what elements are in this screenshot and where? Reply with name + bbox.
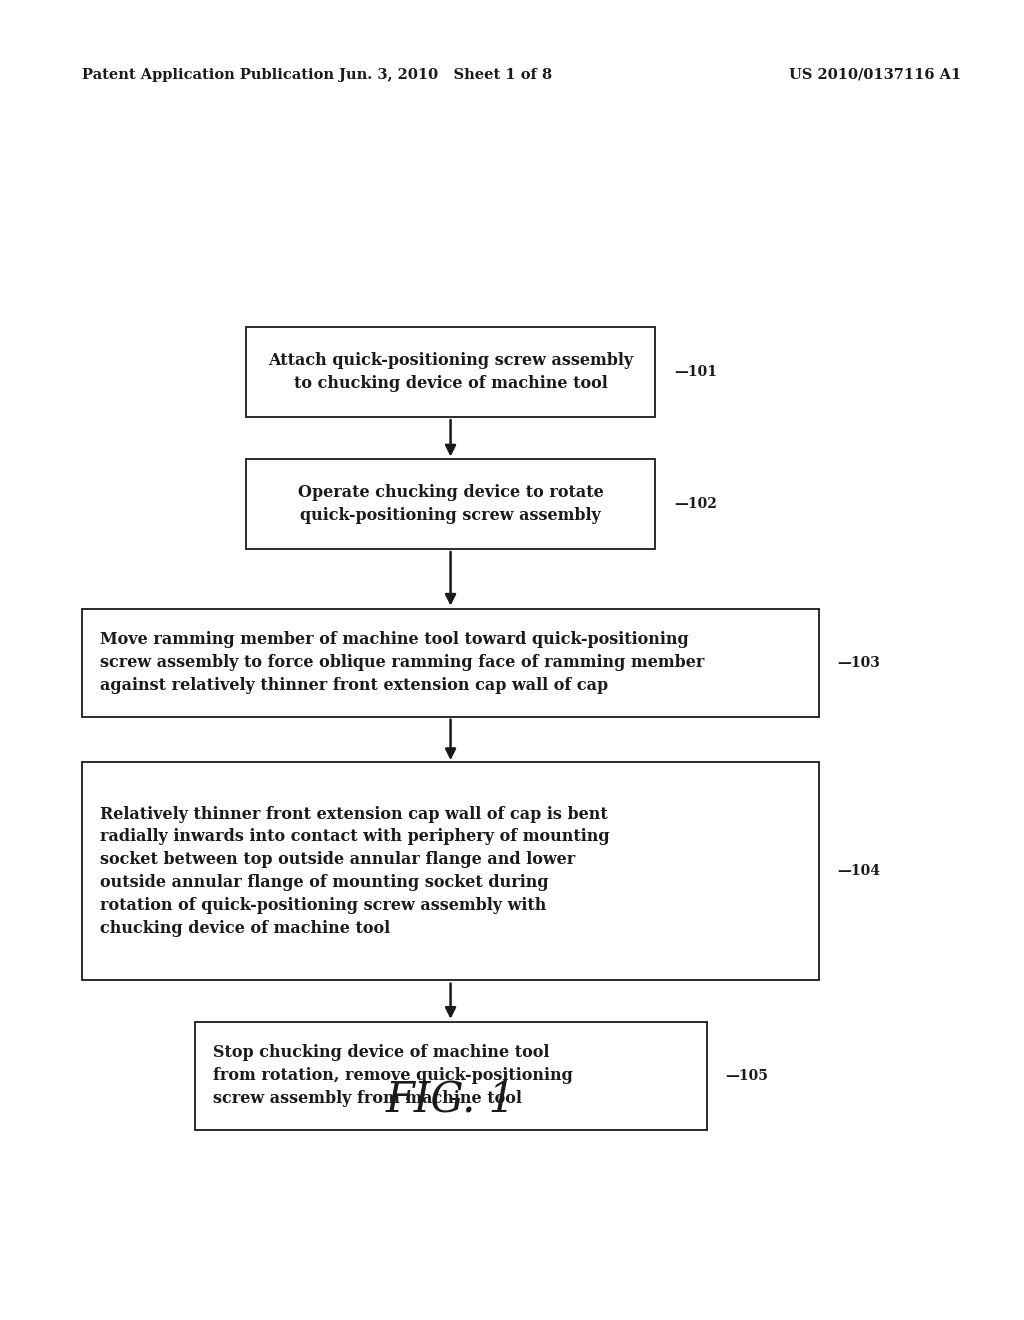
Text: Move ramming member of machine tool toward quick-positioning
screw assembly to f: Move ramming member of machine tool towa…: [100, 631, 705, 694]
Text: Operate chucking device to rotate
quick-positioning screw assembly: Operate chucking device to rotate quick-…: [298, 484, 603, 524]
Text: Relatively thinner front extension cap wall of cap is bent
radially inwards into: Relatively thinner front extension cap w…: [100, 805, 610, 937]
Text: Patent Application Publication: Patent Application Publication: [82, 69, 334, 82]
Text: US 2010/0137116 A1: US 2010/0137116 A1: [790, 69, 962, 82]
Text: —102: —102: [674, 498, 717, 511]
Bar: [246, 327, 655, 417]
Text: Jun. 3, 2010   Sheet 1 of 8: Jun. 3, 2010 Sheet 1 of 8: [339, 69, 552, 82]
Bar: [82, 762, 819, 979]
Text: Attach quick-positioning screw assembly
to chucking device of machine tool: Attach quick-positioning screw assembly …: [268, 352, 633, 392]
Bar: [246, 459, 655, 549]
Text: —103: —103: [838, 656, 881, 669]
Text: FIG. 1: FIG. 1: [385, 1078, 516, 1121]
Text: —104: —104: [838, 865, 881, 878]
Text: —105: —105: [725, 1069, 768, 1082]
Text: —101: —101: [674, 366, 717, 379]
Text: Stop chucking device of machine tool
from rotation, remove quick-positioning
scr: Stop chucking device of machine tool fro…: [213, 1044, 572, 1107]
Bar: [195, 1022, 707, 1130]
Bar: [82, 609, 819, 717]
